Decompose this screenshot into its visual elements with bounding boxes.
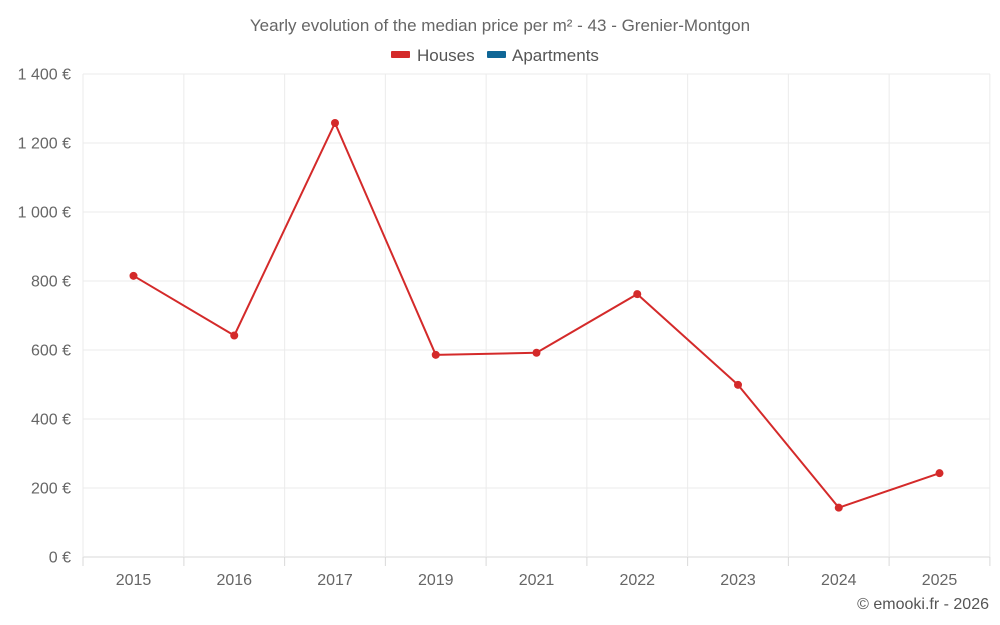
legend-label-houses: Houses <box>417 46 475 65</box>
data-point[interactable] <box>633 290 642 299</box>
y-tick-label: 200 € <box>31 481 71 498</box>
series-layer <box>129 118 944 512</box>
legend-swatch-apartments <box>487 51 506 58</box>
y-tick-label: 1 400 € <box>18 67 71 84</box>
x-gridlines <box>82 74 991 566</box>
y-axis-ticks: 0 € 200 € 400 € 600 € 800 € 1 000 € 1 200 € 1 4… <box>18 67 71 567</box>
x-tick-label: 2021 <box>519 572 555 589</box>
x-tick-label: 2016 <box>216 572 252 589</box>
x-tick-label: 2019 <box>418 572 454 589</box>
y-tick-label: 1 000 € <box>18 205 71 222</box>
legend-item-apartments[interactable]: Apartments <box>487 46 599 65</box>
data-point[interactable] <box>532 348 541 357</box>
x-tick-label: 2015 <box>116 572 152 589</box>
chart-title: Yearly evolution of the median price per… <box>250 16 750 35</box>
y-gridlines <box>83 73 990 558</box>
legend-label-apartments: Apartments <box>512 46 599 65</box>
data-point[interactable] <box>431 350 440 359</box>
data-point[interactable] <box>129 271 138 280</box>
y-tick-label: 0 € <box>49 550 71 567</box>
legend-swatch-houses <box>391 51 410 58</box>
x-tick-label: 2023 <box>720 572 756 589</box>
data-point[interactable] <box>834 503 843 512</box>
x-tick-label: 2017 <box>317 572 353 589</box>
y-tick-label: 1 200 € <box>18 136 71 153</box>
data-point[interactable] <box>331 118 339 127</box>
legend-item-houses[interactable]: Houses <box>391 46 475 65</box>
data-point[interactable] <box>935 469 944 478</box>
series-line-houses <box>132 121 940 509</box>
x-tick-label: 2024 <box>821 572 857 589</box>
data-point[interactable] <box>230 331 239 340</box>
credit-text: © emooki.fr - 2026 <box>857 596 989 613</box>
y-tick-label: 600 € <box>31 343 71 360</box>
x-tick-label: 2025 <box>922 572 958 589</box>
legend: Houses Apartments <box>391 46 599 65</box>
y-tick-label: 800 € <box>31 274 71 291</box>
data-point[interactable] <box>734 380 742 389</box>
x-axis-ticks: 2015 2016 2017 2019 2021 2022 2023 2024 2025 <box>116 572 958 589</box>
y-tick-label: 400 € <box>31 412 71 429</box>
x-tick-label: 2022 <box>619 572 655 589</box>
